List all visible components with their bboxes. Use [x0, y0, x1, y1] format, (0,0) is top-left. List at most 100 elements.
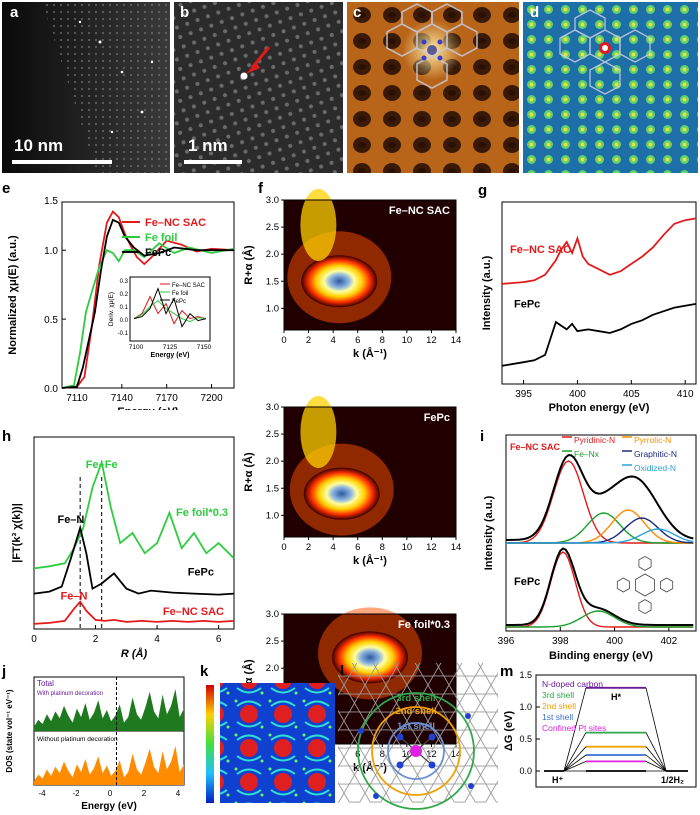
l-lattice-hex: [416, 765, 440, 785]
l-shell-3: [357, 692, 475, 810]
j-xlabel: Energy (eV): [81, 801, 137, 812]
l-lattice-hex: [427, 675, 450, 695]
g-ylabel: Intensity (a.u.): [481, 255, 493, 330]
g-xtick-label: 405: [623, 389, 640, 400]
j-area-without-pt: [34, 746, 184, 785]
e-frame: [61, 201, 235, 389]
l-lattice-hex: [338, 729, 356, 749]
l-lattice-hex: [469, 711, 492, 731]
m-connector: [563, 746, 587, 772]
i-legend-label: Pyridinic-N: [574, 435, 615, 445]
l-lattice-hex: [338, 675, 345, 695]
panel-label-b: b: [180, 4, 190, 21]
panel-l-image: 3rd shell 2nd shell 1st shell: [338, 663, 498, 810]
h-ylabel: |FT(k³ χ(k))|: [11, 503, 23, 563]
i-legend-label: Graphitic-N: [634, 449, 677, 459]
l-n-atom: [468, 783, 474, 789]
f-ytick-label: 3.0: [266, 195, 279, 206]
f-xtick-label: 0: [281, 335, 286, 346]
f-xlabel: k (Å⁻¹): [353, 554, 387, 567]
e-xtick-label: 7110: [66, 393, 88, 404]
i-xtick-label: 402: [661, 636, 678, 647]
f-map-title: Fe–NC SAC: [389, 205, 450, 217]
l-lattice-hex: [490, 783, 498, 803]
f-xtick-label: 4: [330, 335, 335, 346]
f-map-lobe: [300, 189, 337, 261]
e-ytick-label: 1.0: [44, 246, 58, 257]
h-series-label: FePc: [188, 566, 214, 578]
m-ytick-label: 1.5: [519, 670, 532, 680]
h-series-label: Fe–NC SAC: [163, 606, 224, 618]
e-ytick-label: 0.0: [44, 384, 58, 395]
panel-b-image: [174, 2, 343, 173]
l-lattice-hex: [374, 729, 398, 749]
e-inset-xtick: 7150: [197, 344, 212, 351]
h-series-label: Fe foil*0.3: [176, 507, 228, 519]
e-inset-legend-label: Fe–NC SAC: [172, 283, 206, 289]
g-xtick-label: 395: [515, 389, 532, 400]
j-label: Total: [37, 679, 54, 688]
g-xtick-label: 410: [677, 389, 694, 400]
e-inset-ytick: 0.2: [120, 292, 129, 298]
j-xtick-label: -4: [38, 789, 46, 798]
j-label: Without platinum decoration: [37, 736, 118, 743]
panel-label-l: l: [340, 663, 345, 680]
l-lattice-hex: [458, 765, 482, 785]
l-lattice-hex: [469, 675, 492, 695]
i-sample-label: FePc: [514, 576, 540, 588]
l-lattice-hex: [490, 675, 498, 695]
m-connector: [563, 732, 587, 772]
panel-d-image: [523, 2, 698, 173]
e-inset-ytick: 0.1: [120, 305, 129, 311]
f-ytick-label: 1.0: [266, 303, 279, 314]
f-xtick-label: 4: [330, 542, 335, 553]
i-molecule-ring: [660, 577, 674, 593]
f-xtick-label: 8: [380, 749, 385, 760]
f-ylabel: R+α (Å): [242, 452, 255, 492]
f-xtick-label: 14: [451, 542, 462, 553]
e-inset-xtick: 7125: [163, 344, 178, 351]
f-xtick-label: 10: [402, 335, 413, 346]
h-series-1: [33, 524, 235, 596]
h-annotation: Fe–N: [57, 514, 84, 526]
m-connector: [563, 687, 587, 772]
m-connector: [645, 754, 667, 772]
l-lattice-hex: [469, 783, 492, 803]
l-lattice-hex: [343, 783, 366, 803]
scalebar-a: [12, 160, 112, 164]
l-lattice-hex: [364, 783, 387, 803]
scalebar-b: [184, 160, 242, 164]
i-sample-label: Fe–NC SAC: [510, 442, 561, 452]
f-ytick-label: 1.5: [266, 483, 279, 494]
f-xtick-label: 14: [451, 335, 462, 346]
panel-label-i: i: [480, 428, 485, 445]
h-series-2: [33, 600, 235, 625]
e-legend-label: FePc: [145, 247, 171, 259]
l-lattice-hex: [490, 747, 498, 767]
l-n-atom: [373, 793, 379, 799]
f-ytick-label: 1.5: [266, 276, 279, 287]
panel-label-e: e: [2, 180, 11, 197]
m-connector: [645, 761, 667, 772]
panel-label-g: g: [478, 182, 488, 199]
h-annotation: Fe–N: [61, 591, 88, 603]
m-x-label: 1/2H₂: [661, 775, 684, 785]
f-map-title: Fe foil*0.3: [398, 619, 450, 631]
i-envelope-sac: [506, 454, 694, 541]
e-inset-legend-label: FePc: [172, 299, 186, 305]
f-xtick-label: 12: [426, 335, 437, 346]
l-n-atom: [358, 728, 364, 734]
l-lattice-hex: [406, 675, 429, 695]
g-series-label: Fe–NC SAC: [510, 244, 571, 256]
panel-label-d: d: [530, 4, 540, 21]
e-xtick-label: 7140: [111, 393, 134, 404]
j-area-with-pt: [34, 689, 184, 731]
m-ylabel: ΔG (eV): [503, 711, 515, 752]
e-series-2: [61, 218, 234, 389]
f-map-peak: [301, 255, 378, 308]
m-connector: [645, 687, 667, 772]
l-lattice-hex: [406, 783, 429, 803]
h-xtick-label: 0: [31, 634, 37, 645]
m-legend-label: 3rd shell: [542, 690, 574, 700]
